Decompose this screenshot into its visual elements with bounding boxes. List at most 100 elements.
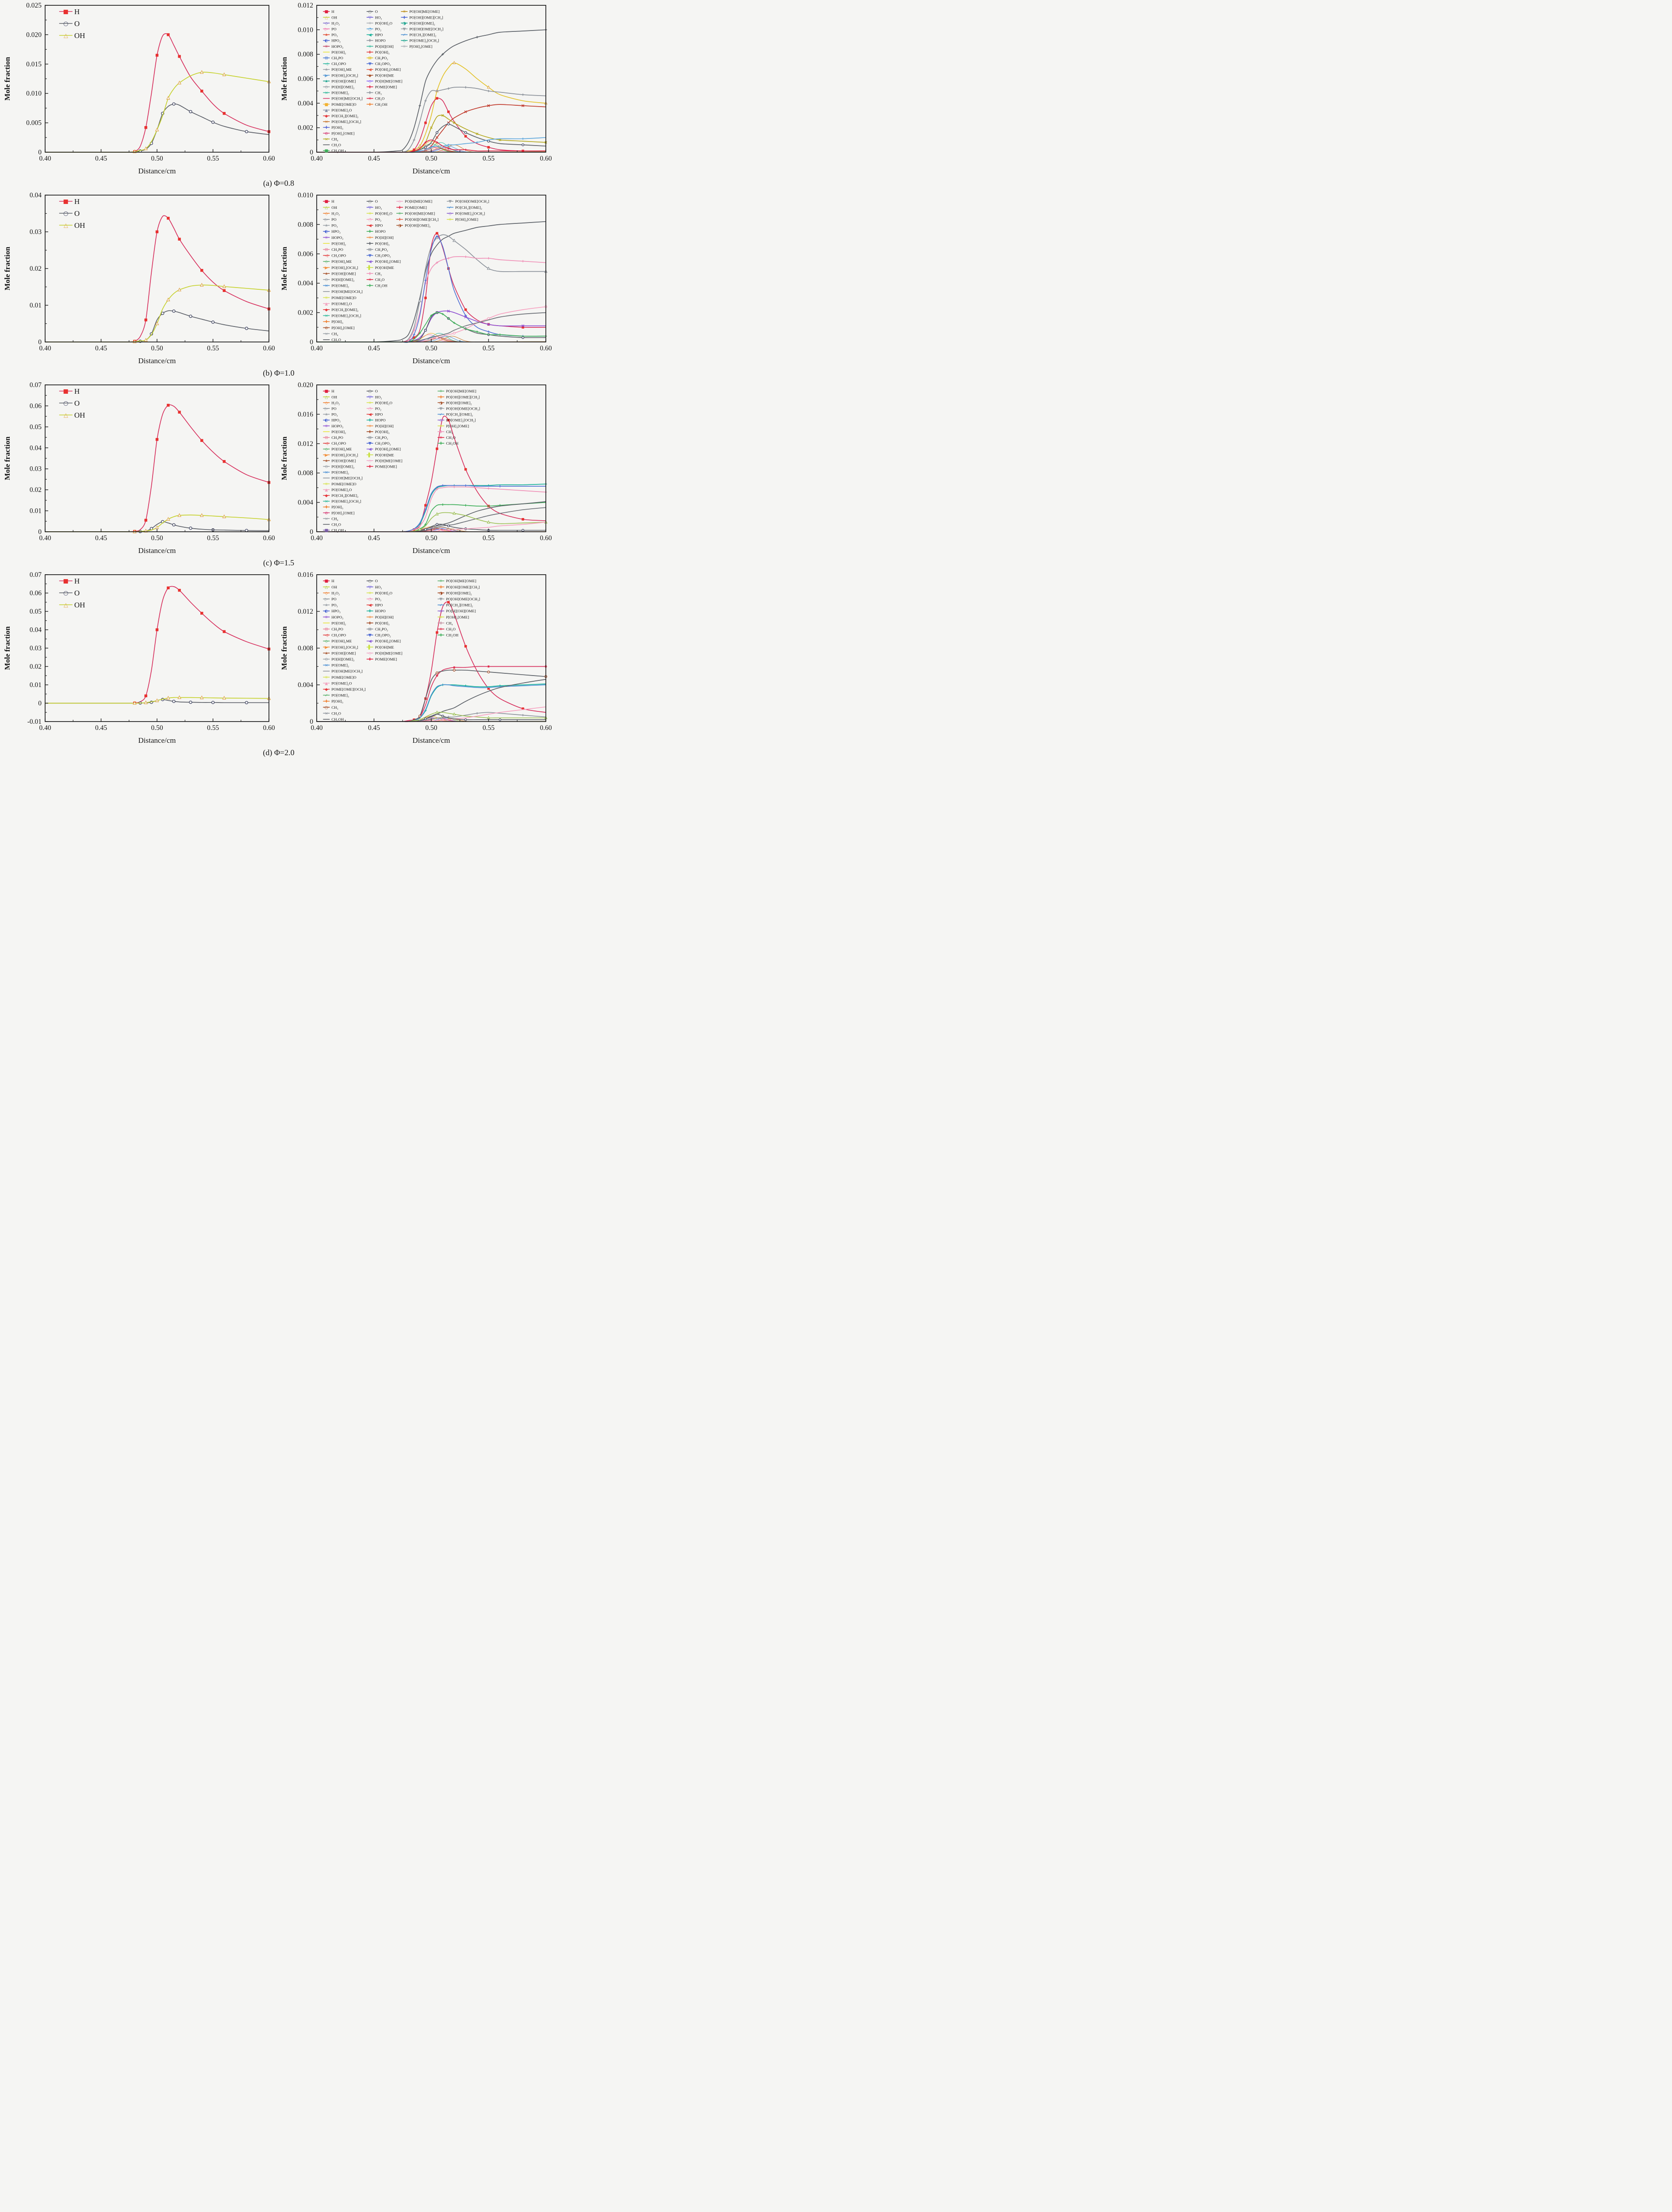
- legend-label: POME[OME]: [405, 205, 427, 210]
- legend-label: PO[OME]₂[OCH₂]: [446, 418, 476, 422]
- x-tick-label: 0.50: [151, 724, 163, 732]
- legend-label: PO[OME]₂[OCH₂]: [455, 211, 485, 215]
- legend-item-PO[OH][OME]₂: ◑ PO[OH][OME]₂: [437, 400, 472, 405]
- x-tick-label: 0.40: [39, 345, 51, 352]
- axes: 0.40 0.45 0.50 0.55 0.60 -0.01 0 0.01 0.02 0.03 0.…: [3, 571, 275, 745]
- legend-label: CH₃O: [446, 435, 456, 440]
- legend-label: PO[CH₂][OME]₂: [331, 493, 358, 498]
- legend-item-PO[H][OH]: ✳ PO[H][OH]: [366, 424, 394, 429]
- legend-item-HOPO: ✚ HOPO: [366, 38, 386, 43]
- legend-item-PO[OME]₂[OCH₂]: × PO[OME]₂[OCH₂]: [323, 499, 361, 504]
- legend-marker-icon: ■: [325, 579, 329, 584]
- legend-marker-icon: ◐: [325, 230, 328, 234]
- legend-item-PO: ▷ PO: [323, 217, 337, 222]
- y-tick-label: 0: [310, 338, 313, 346]
- legend-label: PO[H][OH][OME]: [446, 609, 476, 613]
- legend-item-PO[OH][OME]₂: ◑ PO[OH][OME]₂: [437, 591, 472, 595]
- legend-label: PO[CH₂][OME]₂: [455, 205, 482, 210]
- legend-marker-icon: ◇: [403, 39, 406, 43]
- legend-marker-icon: ◇: [439, 419, 442, 423]
- axes: 0.40 0.45 0.50 0.55 0.60 0 0.005 0.010 0.015 0.02…: [3, 2, 275, 175]
- legend-item-PO[OH][OME]₂: ◑ PO[OH][OME]₂: [396, 223, 430, 228]
- legend-marker-icon: ─: [325, 338, 328, 342]
- legend-item-PO[OH]₂O: ✳ PO[OH]₂O: [366, 211, 392, 216]
- legend-label: CH₃OPO₂: [375, 253, 391, 258]
- legend-marker-icon: ─: [325, 669, 328, 674]
- legend-marker-icon: ×: [325, 499, 328, 504]
- legend-label: CH₃OPO: [331, 61, 346, 66]
- legend-label: CH₃OPO: [331, 441, 346, 445]
- legend-marker-icon: ─: [325, 718, 328, 722]
- legend-label: CH₃PO: [331, 56, 343, 60]
- legend-item-PO[OH][OME]: ★ PO[OH][OME]: [323, 651, 356, 656]
- legend-item-CH₃O: ✳ CH₃O: [366, 96, 384, 101]
- legend-marker-icon: ✳: [368, 21, 372, 26]
- legend-label: PO[OH]₂ME: [331, 447, 352, 451]
- row-c: 0.40 0.45 0.50 0.55 0.60 0 0.01 0.02 0.03 0.04 0.0…: [0, 380, 557, 557]
- legend-marker-icon: ★: [325, 68, 328, 72]
- x-axis-label: Distance/cm: [138, 736, 176, 745]
- legend-label: POME[OME]O: [331, 102, 356, 107]
- legend-label: O: [74, 209, 80, 218]
- y-tick-label: 0.012: [298, 440, 313, 448]
- legend-item-H: ■ H: [59, 577, 80, 585]
- legend-label: CH₂O: [331, 338, 341, 342]
- legend-label: PO[OH][OME]₂: [446, 400, 472, 405]
- legend-marker-icon: ■: [325, 389, 329, 394]
- x-tick-label: 0.50: [425, 155, 437, 162]
- legend-item-PO₂: ◔ PO₂: [366, 406, 381, 411]
- legend-marker-icon: ✚: [439, 442, 443, 446]
- legend-item-P[OH]₃: ✚ P[OH]₃: [323, 125, 343, 130]
- legend-marker-icon: ◇: [449, 211, 452, 216]
- legend-marker-icon: ■: [63, 388, 69, 395]
- y-tick-label: 0.008: [298, 645, 313, 652]
- legend-item-P[OH]₂[OME]: ✳ P[OH]₂[OME]: [401, 44, 432, 49]
- legend-label: PO[OH]OME[OCH₂]: [446, 406, 480, 411]
- legend-item-PO[OME]₂O: ▲ PO[OME]₂O: [323, 108, 352, 113]
- legend-item-PO[OME]₂[OCH₂]: ◇ PO[OME]₂[OCH₂]: [401, 38, 439, 43]
- legend-marker-icon: ✚: [368, 91, 372, 96]
- legend-label: PO[H]ME[OME]: [405, 199, 432, 204]
- legend-item-PO[OH][OME][CH₂]: ✚ PO[OH][OME][CH₂]: [437, 585, 480, 590]
- legend-marker-icon: ✳: [368, 97, 372, 101]
- legend-marker-icon: ◇: [439, 609, 442, 614]
- legend-label: PO[OME]₂: [331, 284, 349, 288]
- legend-item-PO[OH]ME[OME]: ✳ PO[OH]ME[OME]: [396, 211, 435, 216]
- legend: ■ H△ OH◇ H₂O₂▷ PO★ PO₃◐ HPO₂✳ HOPO₂─ PO[OH]₂⊞ CH₃…: [323, 9, 443, 154]
- legend-label: PO[CH₂][OME]₂: [331, 114, 358, 118]
- legend-item-PO[OH]₂O: ✳ PO[OH]₂O: [366, 400, 392, 405]
- legend-item-PO[OME]₂[OCH₂]: ◇ PO[OME]₂[OCH₂]: [437, 418, 476, 423]
- legend-label: PO[H][OH]: [375, 235, 394, 240]
- legend-item-CH₄: × CH₄: [323, 331, 338, 336]
- y-tick-label: 0.02: [30, 265, 42, 273]
- legend-marker-icon: ✚: [368, 609, 372, 614]
- legend-item-CH₃OH: ✚ CH₃OH: [366, 102, 387, 107]
- legend-label: O: [74, 19, 80, 28]
- x-tick-label: 0.55: [207, 534, 219, 542]
- legend-item-CH₃OH: ✚ CH₃OH: [437, 441, 459, 446]
- legend-marker-icon: ▽: [368, 15, 372, 20]
- series-OH: [45, 695, 271, 705]
- legend: ■ H△ OH◇ H₂O₂▷ PO★ PO₃◐ HPO₂✳ HOPO₂─ PO[OH]₂⊞ CH₃…: [323, 389, 480, 533]
- legend-label: CH₂OH: [375, 284, 388, 288]
- legend-marker-icon: ▶: [325, 645, 328, 650]
- legend-item-PO[OH]₂O: ✳ PO[OH]₂O: [366, 21, 392, 26]
- legend-item-CH₄: × CH₄: [323, 516, 338, 521]
- legend-item-CH₃OPO: ◁ CH₃OPO: [323, 253, 346, 258]
- x-tick-label: 0.40: [39, 155, 51, 162]
- legend-marker-icon: ⊘: [325, 511, 328, 515]
- legend-marker-icon: ✚: [403, 15, 406, 20]
- x-tick-label: 0.55: [483, 155, 495, 162]
- legend-label: H: [74, 387, 80, 396]
- legend-item-POME[OME]: ✚ POME[OME]: [366, 84, 397, 90]
- legend-item-PO[H][OME]₂: ⊖ PO[H][OME]₂: [323, 84, 354, 90]
- legend-label: PO[OH]₂: [331, 430, 346, 434]
- legend-marker-icon: ─: [325, 621, 328, 626]
- legend-label: PO[CH₂][OME]₂: [446, 603, 473, 607]
- legend-label: P[OH]₂[OME]: [331, 511, 354, 515]
- legend-label: CH₂O: [446, 627, 456, 631]
- legend-label: PO[OME]₂: [331, 470, 349, 475]
- legend-label: PO[OH]₂[OCH₂]: [331, 73, 358, 77]
- legend-label: CH₃PO: [331, 435, 343, 440]
- legend-label: PO₂: [375, 597, 381, 601]
